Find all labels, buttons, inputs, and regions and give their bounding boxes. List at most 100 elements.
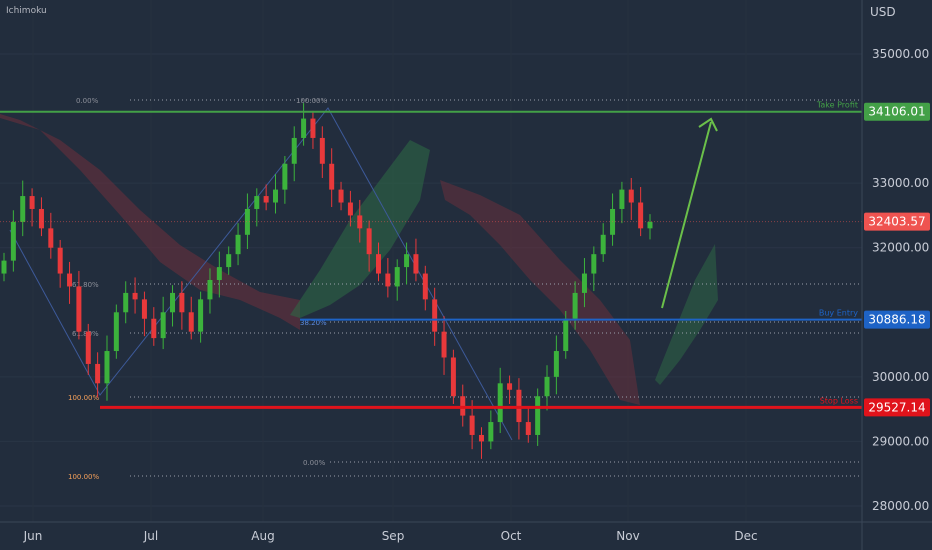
candle-body [647,221,653,229]
candle-body [170,292,176,313]
candle-body [338,189,344,203]
candle-body [563,318,569,352]
candle-body [394,267,400,287]
candle-body [366,228,372,255]
candle-body [572,292,578,319]
y-tick-label: 32000.00 [872,241,929,255]
candle-body [591,254,597,274]
candle-body [198,299,204,332]
price-level-name: Take Profit [816,101,858,110]
projection-arrow-head [698,117,718,132]
candle-body [535,396,541,435]
candle-body [497,383,503,423]
candle-body [544,376,550,397]
candle-body [347,202,353,216]
candle-body [422,273,428,300]
candle-body [413,254,419,274]
candle-body [319,137,325,164]
indicator-label: Ichimoku [6,6,47,16]
candle-body [404,254,410,268]
candle-body [301,118,307,138]
candle-body [123,292,129,313]
candle-body [85,331,91,364]
price-tag-label: 30886.18 [868,313,925,327]
candle-body [57,247,63,274]
candle-body [254,196,260,209]
candle-body [488,422,494,442]
x-tick-label: Nov [616,529,639,543]
candle-body [385,273,391,287]
fib-label: 61.80% [72,281,99,289]
candle-body [638,202,644,229]
candle-body [244,208,250,235]
candle-body [263,196,269,203]
price-level-name: Stop Loss [820,396,858,405]
x-tick-label: Aug [251,529,274,543]
candle-body [273,189,279,203]
candle-body [132,292,138,300]
candle-body [329,163,335,190]
candle-body [1,260,7,274]
fib-label: 38.20% [300,319,327,327]
price-tag-label: 34106.01 [868,105,925,119]
candle-body [95,363,101,384]
y-tick-label: 33000.00 [872,176,929,190]
fib-label: 100.00% [296,97,327,105]
y-tick-label: 35000.00 [872,47,929,61]
candle-body [291,137,297,164]
candle-body [525,422,531,435]
candle-body [216,267,222,280]
currency-label: USD [870,5,896,19]
y-tick-label: 30000.00 [872,370,929,384]
candle-body [581,273,587,293]
price-tag [864,398,930,417]
projection-arrow [661,121,712,309]
fib-label: 100.00% [68,473,99,481]
price-level-name: Buy Entry [819,309,858,318]
ichimoku-cloud-bear [440,180,640,405]
candle-body [160,312,166,339]
fib-label: 0.00% [303,459,326,467]
candle-body [179,292,185,313]
ichimoku-cloud-bull [655,244,718,385]
candle-body [76,286,82,332]
candle-body [67,273,73,287]
candle-body [282,163,288,190]
candle-body [235,234,241,255]
fib-zigzag [9,107,513,441]
candle-body [48,228,54,248]
x-tick-label: Dec [734,529,757,543]
y-tick-label: 28000.00 [872,499,929,513]
price-tag [864,212,930,231]
candle-body [188,312,194,332]
candle-body [38,208,44,229]
candle-body [441,331,447,358]
candle-body [553,351,559,377]
candle-body [628,189,634,203]
candle-body [141,299,147,319]
candle-body [113,312,119,352]
candle-body [619,189,625,209]
candle-body [375,254,381,274]
candle-body [10,221,16,261]
candle-body [207,280,213,300]
candle-body [432,299,438,332]
price-tag [864,310,930,329]
candle-body [226,254,232,268]
candle-body [478,434,484,442]
candle-body [20,196,26,222]
candle-body [310,118,316,138]
x-tick-label: Oct [501,529,522,543]
y-tick-label: 29000.00 [872,434,929,448]
price-tag [864,102,930,121]
candle-body [29,196,35,209]
candle-body [600,234,606,255]
price-tag-label: 32403.57 [868,215,925,229]
x-tick-label: Sep [382,529,405,543]
candle-body [104,351,110,384]
candle-body [450,357,456,397]
candle-body [357,215,363,229]
